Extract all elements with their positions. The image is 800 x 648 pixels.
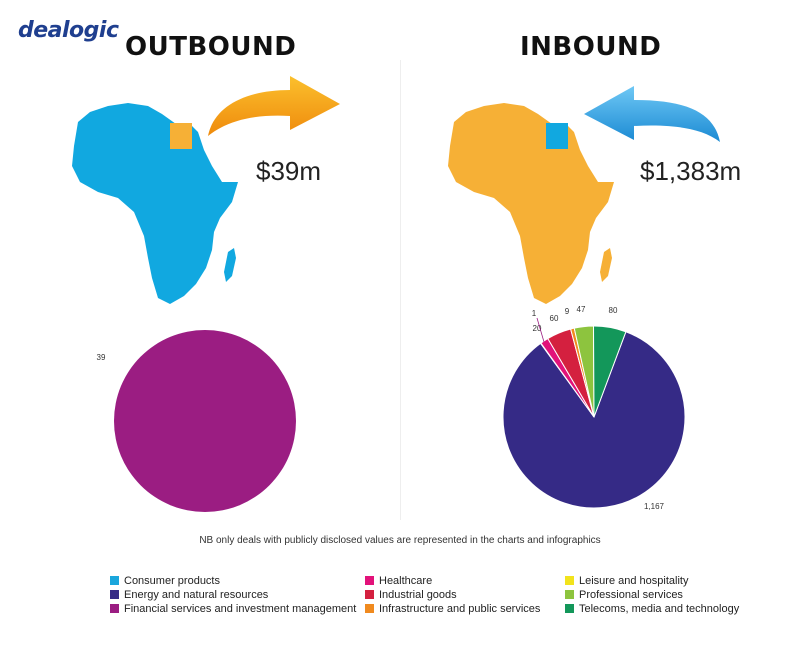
legend-swatch (565, 576, 574, 585)
inbound-pie-data-label: 1 (532, 309, 537, 318)
outbound-africa-map (72, 103, 238, 304)
outbound-amount: $39m (256, 156, 322, 186)
legend-item: Infrastructure and public services (365, 602, 565, 615)
legend-swatch (110, 576, 119, 585)
legend-swatch (365, 604, 374, 613)
dealogic-logo: dealogic (18, 18, 119, 43)
legend-item: Telecoms, media and technology (565, 602, 770, 615)
legend-item: Healthcare (365, 574, 565, 587)
legend-label: Energy and natural resources (124, 588, 269, 601)
legend-item: Consumer products (110, 574, 365, 587)
legend-swatch (110, 590, 119, 599)
legend-label: Professional services (579, 588, 683, 601)
inbound-africa-map (448, 103, 614, 304)
legend-label: Leisure and hospitality (579, 574, 689, 587)
legend-label: Consumer products (124, 574, 220, 587)
inbound-heading: INBOUND (520, 32, 662, 62)
legend-label: Telecoms, media and technology (579, 602, 740, 615)
inbound-pie-data-label: 47 (577, 305, 586, 314)
legend-item: Industrial goods (365, 588, 565, 601)
legend-swatch (110, 604, 119, 613)
inbound-pie-data-label: 60 (550, 314, 559, 323)
legend-label: Healthcare (379, 574, 433, 587)
panel-divider (400, 60, 401, 520)
legend-swatch (565, 590, 574, 599)
inbound-pie-leader-line (536, 317, 545, 343)
outbound-pie-data-label: 39 (97, 353, 106, 362)
inbound-pie-slice (502, 331, 686, 509)
legend: Consumer products Healthcare Leisure and… (110, 574, 770, 615)
inbound-pie-slice (593, 325, 627, 418)
legend-item: Energy and natural resources (110, 588, 365, 601)
legend-item: Professional services (565, 588, 770, 601)
inbound-pie-data-label: 9 (565, 307, 570, 316)
legend-swatch (365, 576, 374, 585)
legend-swatch (365, 590, 374, 599)
infographic-canvas: 39 1,167 1 20 60 9 47 80 (72, 76, 720, 512)
inbound-pie-data-label: 1,167 (644, 502, 665, 511)
inbound-amount: $1,383m (640, 156, 742, 186)
outbound-heading: OUTBOUND (125, 32, 297, 62)
legend-swatch (565, 604, 574, 613)
legend-label: Infrastructure and public services (379, 602, 541, 615)
inbound-pie-chart: 1,167 1 20 60 9 47 80 (502, 305, 686, 511)
outbound-pie-slice (114, 330, 296, 512)
legend-item: Financial services and investment manage… (110, 602, 365, 615)
legend-item: Leisure and hospitality (565, 574, 770, 587)
footnote: NB only deals with publicly disclosed va… (199, 535, 601, 546)
inbound-pie-data-label: 80 (609, 306, 618, 315)
legend-label: Financial services and investment manage… (124, 602, 357, 615)
outbound-pie-chart: 39 (97, 330, 296, 512)
inbound-pie-data-label: 20 (533, 324, 542, 333)
legend-label: Industrial goods (379, 588, 457, 601)
inbound-arrow-icon (584, 86, 720, 142)
outbound-arrow-icon (208, 76, 340, 136)
